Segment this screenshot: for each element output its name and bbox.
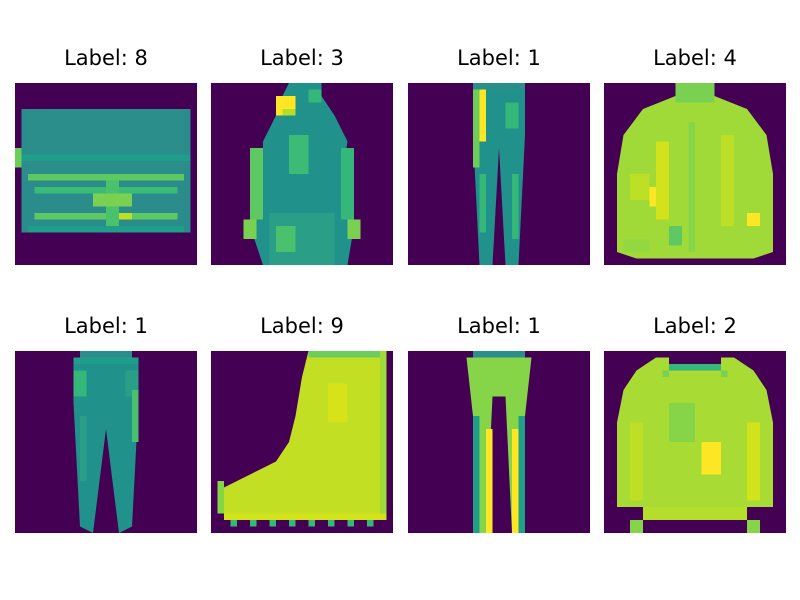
panel-title: Label: 1 xyxy=(64,314,148,338)
panel-title: Label: 1 xyxy=(457,46,541,70)
bag-image xyxy=(15,83,197,265)
panel-title: Label: 9 xyxy=(260,314,344,338)
coat-icon xyxy=(604,83,786,265)
dress-icon xyxy=(211,83,393,265)
trouser-image xyxy=(408,83,590,265)
panel-title: Label: 3 xyxy=(260,46,344,70)
panel-4: Label: 4 xyxy=(604,41,786,265)
bag-icon xyxy=(15,83,197,265)
panel-7: Label: 1 xyxy=(408,309,590,533)
pullover-image xyxy=(604,351,786,533)
trouser-icon xyxy=(408,351,590,533)
trouser-image xyxy=(15,351,197,533)
ankle-boot-image xyxy=(211,351,393,533)
panel-8: Label: 2 xyxy=(604,309,786,533)
ankle-boot-icon xyxy=(211,351,393,533)
trouser-icon xyxy=(15,351,197,533)
panel-5: Label: 1 xyxy=(15,309,197,533)
dress-image xyxy=(211,83,393,265)
trouser-icon xyxy=(408,83,590,265)
panel-title: Label: 8 xyxy=(64,46,148,70)
coat-image xyxy=(604,83,786,265)
panel-title: Label: 4 xyxy=(653,46,737,70)
panel-title: Label: 2 xyxy=(653,314,737,338)
trouser-image xyxy=(408,351,590,533)
pullover-icon xyxy=(604,351,786,533)
panel-3: Label: 1 xyxy=(408,41,590,265)
panel-title: Label: 1 xyxy=(457,314,541,338)
panel-1: Label: 8 xyxy=(15,41,197,265)
panel-2: Label: 3 xyxy=(211,41,393,265)
panel-6: Label: 9 xyxy=(211,309,393,533)
